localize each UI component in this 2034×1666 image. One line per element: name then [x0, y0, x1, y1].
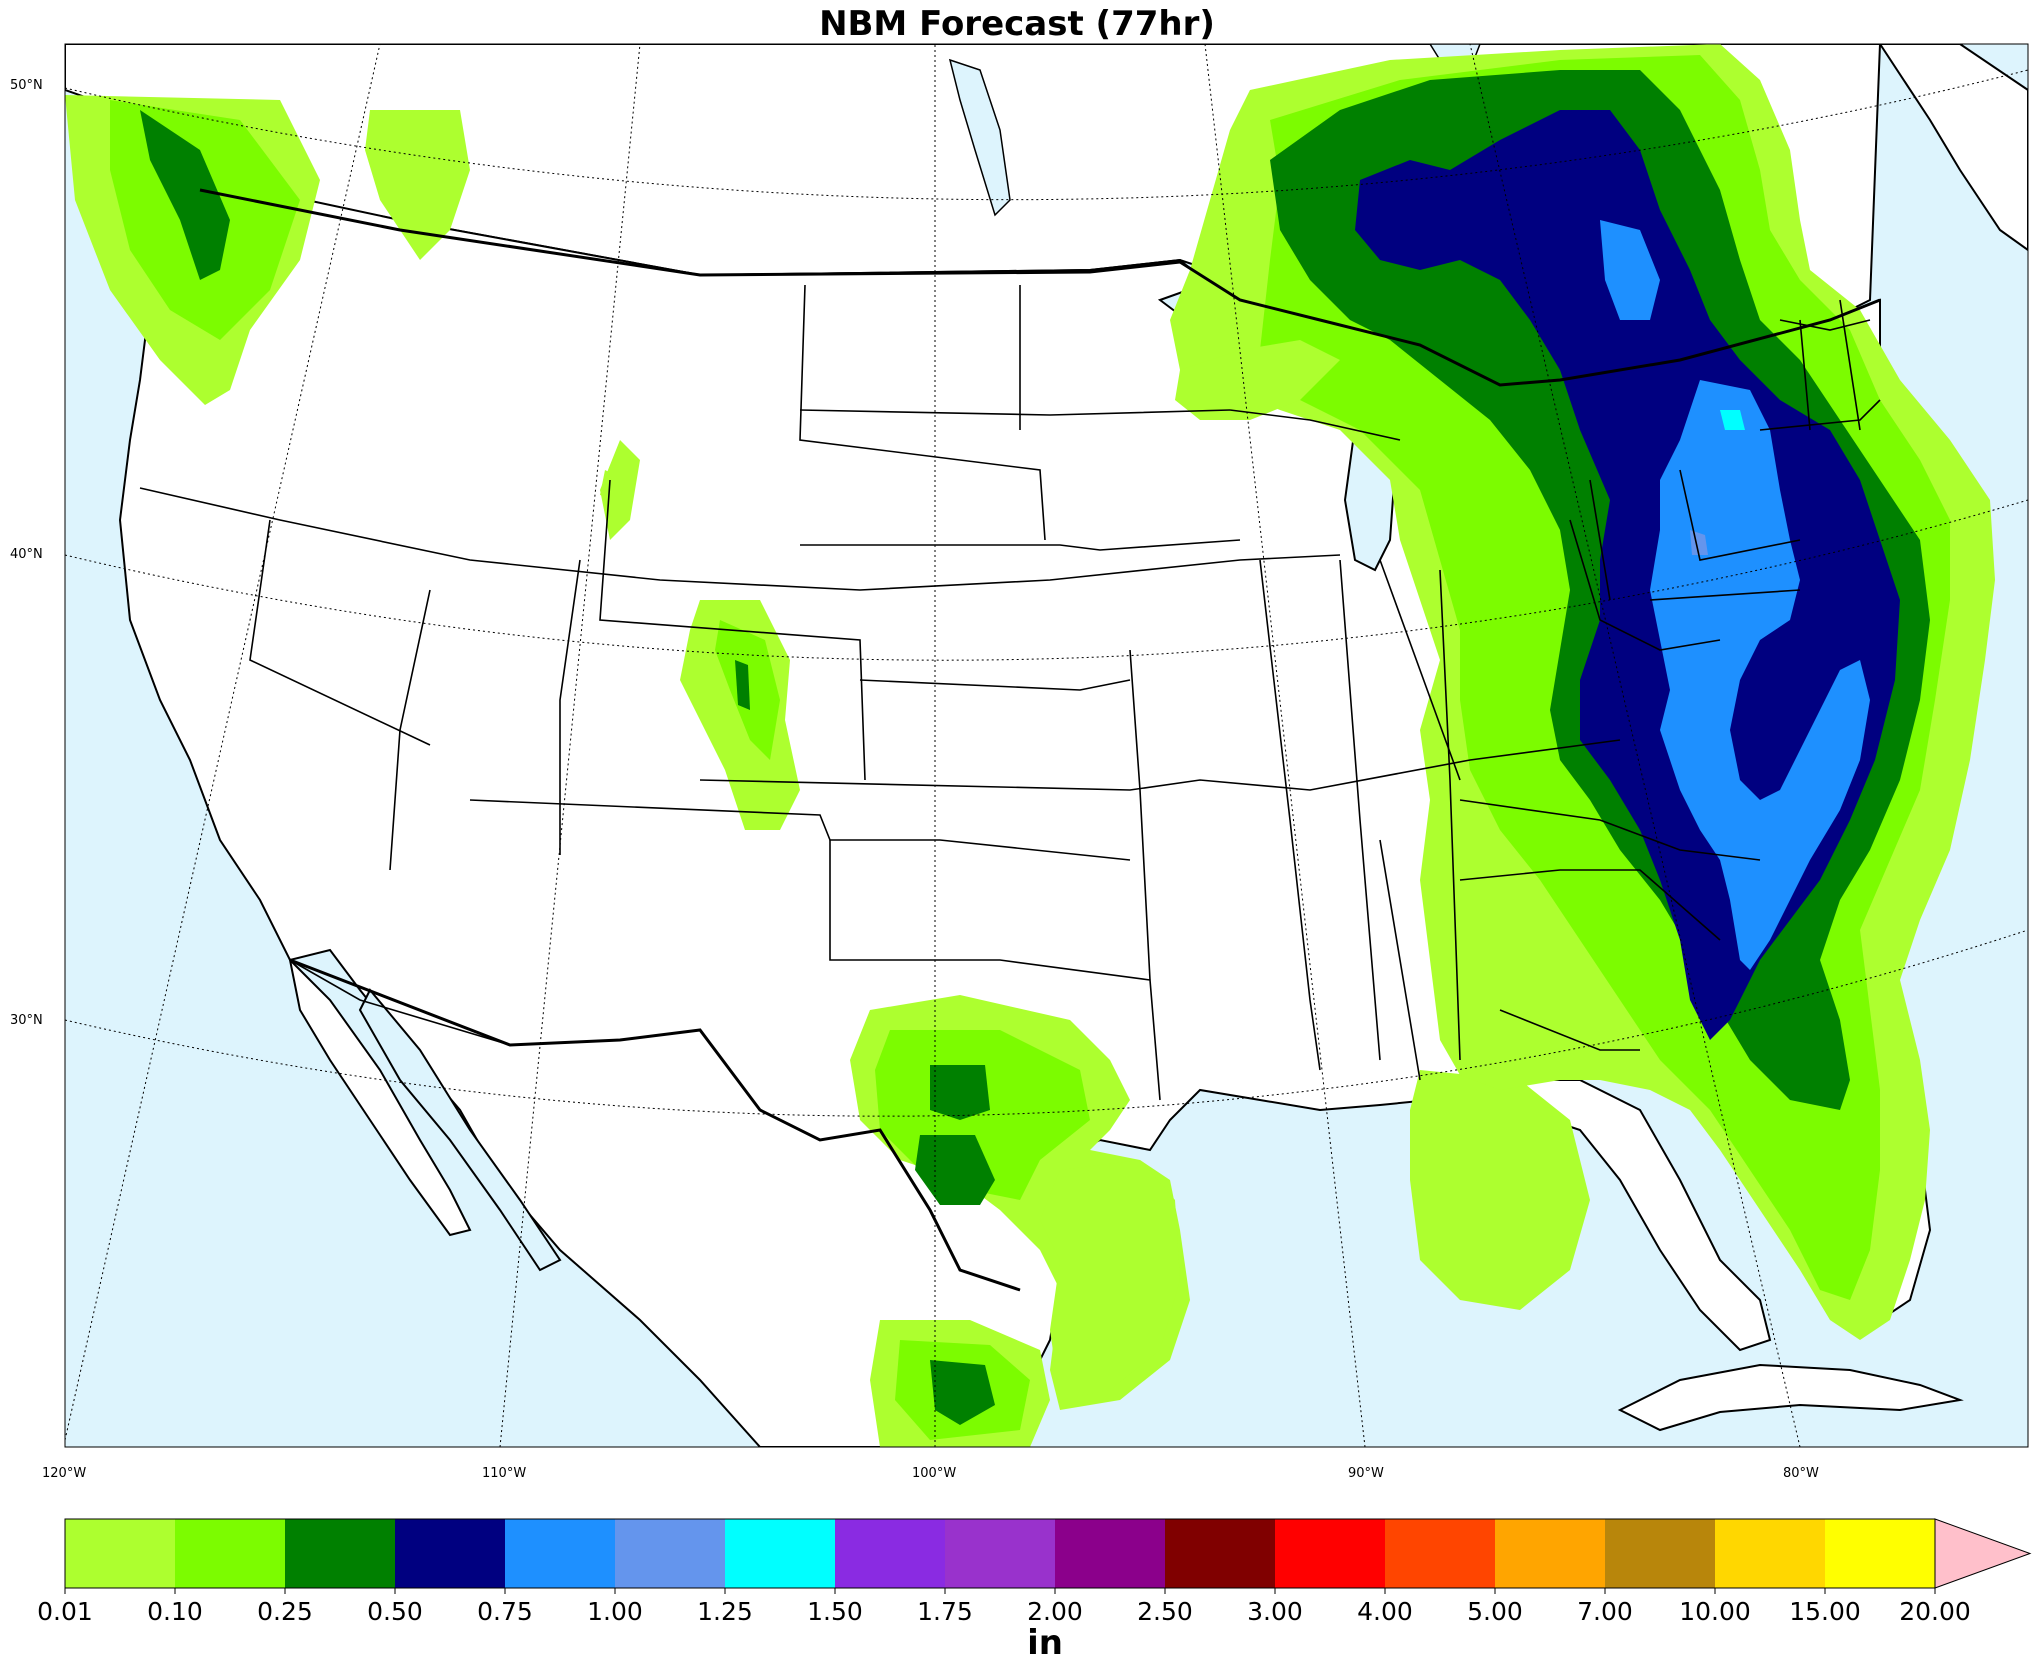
colorbar-tick-label: 20.00 — [1899, 1597, 1971, 1626]
colorbar-segment — [395, 1519, 505, 1588]
colorbar-segment — [1385, 1519, 1495, 1588]
precip-east-075a — [1600, 220, 1660, 320]
lon-label-100: 100°W — [912, 1466, 956, 1481]
colorbar-segment — [65, 1519, 175, 1588]
colorbar-tick-label: 7.00 — [1577, 1597, 1633, 1626]
map-frame — [64, 43, 2029, 1448]
colorbar-tick-label: 1.75 — [917, 1597, 973, 1626]
gulf-of-california — [358, 988, 562, 1272]
colorbar-segment — [1275, 1519, 1385, 1588]
colorbar-tick-label: 1.00 — [587, 1597, 643, 1626]
lake-winnipeg — [948, 58, 1011, 217]
colorbar-segment — [285, 1519, 395, 1588]
colorbar-tick-label: 2.00 — [1027, 1597, 1083, 1626]
map-title: NBM Forecast (77hr) — [819, 4, 1215, 44]
lat-label-30: 30°N — [10, 1013, 43, 1028]
colorbar-segment — [725, 1519, 835, 1588]
colorbar-tick-label: 0.25 — [257, 1597, 313, 1626]
colorbar-tick-label: 1.50 — [807, 1597, 863, 1626]
colorbar-extend-arrow — [1934, 1518, 2032, 1589]
colorbar-tick-label: 1.25 — [697, 1597, 753, 1626]
colorbar-tick-label: 10.00 — [1679, 1597, 1751, 1626]
colorbar-tick-label: 0.01 — [37, 1597, 93, 1626]
precip-wy2 — [600, 470, 625, 500]
colorbar-tick-label: 0.10 — [147, 1597, 203, 1626]
state-borders — [139, 284, 1881, 1291]
lon-label-80: 80°W — [1783, 1466, 1819, 1481]
colorbar-segment — [1165, 1519, 1275, 1588]
precip-gulf-001 — [1040, 1160, 1180, 1400]
precip-east-125 — [1720, 410, 1745, 430]
precip-texas-025a — [930, 1065, 990, 1120]
florida — [1498, 1079, 1772, 1352]
precip-texas-025b — [915, 1135, 995, 1205]
graticule — [65, 44, 2028, 1447]
lat-label-40: 40°N — [10, 547, 43, 562]
lat-label-50: 50°N — [10, 78, 43, 93]
colorbar-segment — [945, 1519, 1055, 1588]
colorbar-tick-label: 0.75 — [477, 1597, 533, 1626]
precip-yucatan-gulf — [1410, 1070, 1590, 1310]
colorbar-segment — [1825, 1519, 1935, 1588]
colorbar-tick-label: 2.50 — [1137, 1597, 1193, 1626]
colorbar-tick-label: 4.00 — [1357, 1597, 1413, 1626]
colorbar-segment — [175, 1519, 285, 1588]
precip-mexico-025 — [930, 1360, 995, 1425]
precip-idaho — [365, 110, 470, 260]
colorbar-segment — [1495, 1519, 1605, 1588]
colorbar-tick-label: 15.00 — [1789, 1597, 1861, 1626]
colorbar-segment — [1715, 1519, 1825, 1588]
precip-pnw-025 — [140, 110, 230, 280]
us-canada-border — [199, 188, 1881, 387]
colorbar-segment — [505, 1519, 615, 1588]
colorbar-segment — [1605, 1519, 1715, 1588]
colorbar-tick-label: 5.00 — [1467, 1597, 1523, 1626]
cuba — [1617, 1363, 1964, 1432]
precip-east-075b — [1650, 380, 1870, 970]
lon-label-110: 110°W — [482, 1466, 526, 1481]
colorbar-frame — [64, 1518, 1935, 1589]
colorbar-segment — [1055, 1519, 1165, 1588]
colorbar-unit-label: in — [1027, 1623, 1063, 1663]
precip-layers — [65, 44, 1995, 1447]
colorbar: 0.01 0.10 0.25 0.50 0.75 1.00 1.25 1.50 1.75 2.00… — [37, 1518, 2032, 1626]
baja-peninsula — [288, 956, 472, 1237]
precip-colorado-025 — [735, 660, 750, 710]
precip-midwest-001 — [1175, 340, 1340, 420]
colorbar-tick-label: 0.50 — [367, 1597, 423, 1626]
colorbar-segment — [835, 1519, 945, 1588]
us-mexico-border — [289, 958, 1021, 1292]
lon-label-120: 120°W — [42, 1466, 86, 1481]
colorbar-tick-label: 3.00 — [1247, 1597, 1303, 1626]
lon-label-90: 90°W — [1348, 1466, 1384, 1481]
colorbar-segment — [615, 1519, 725, 1588]
